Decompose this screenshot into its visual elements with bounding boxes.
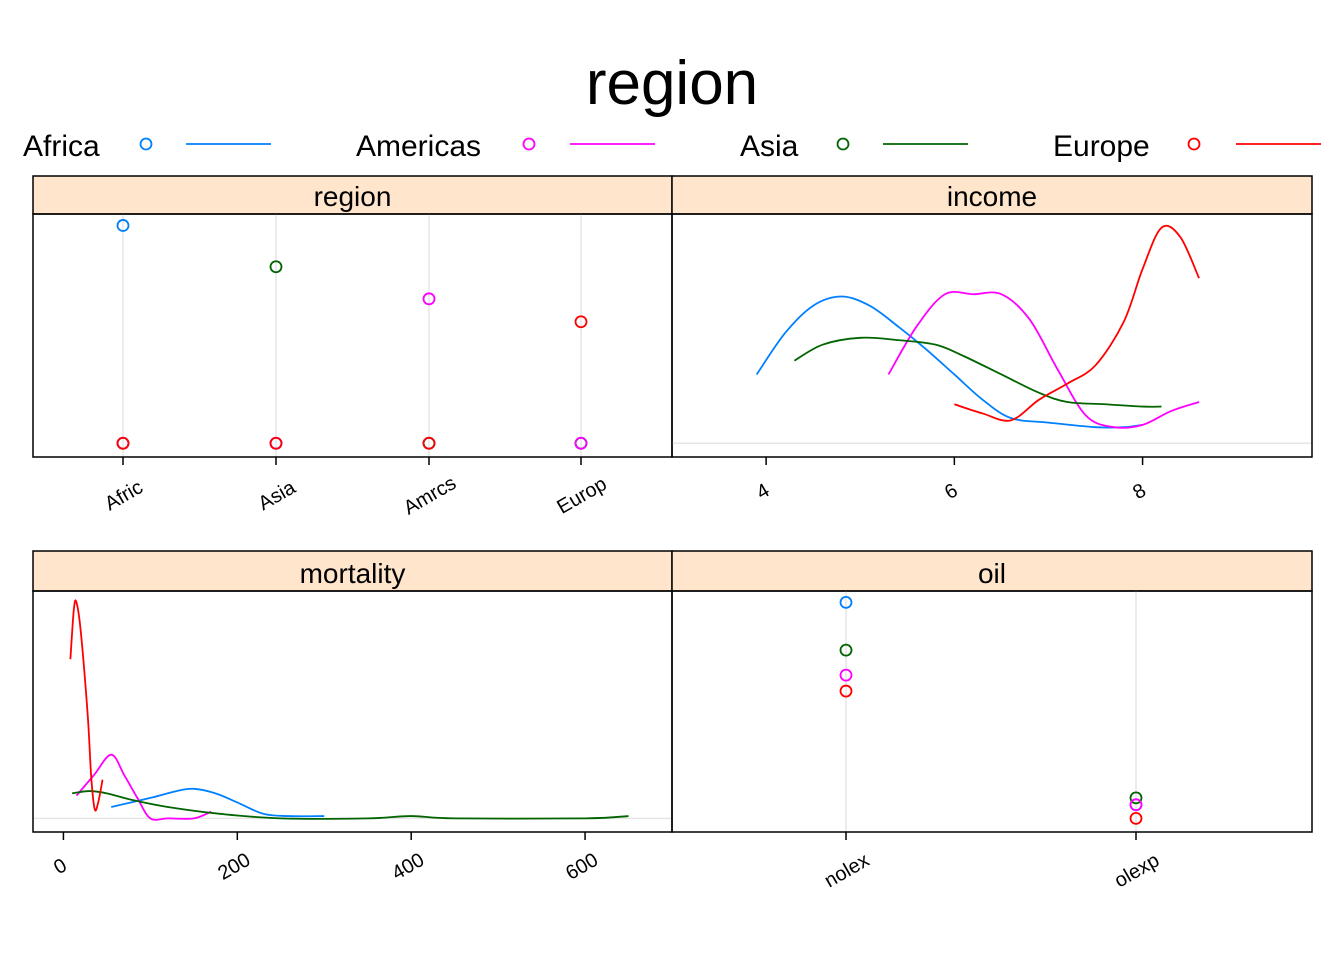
point-africa-nolex	[839, 595, 853, 609]
strip-oil	[671, 550, 1313, 592]
point-africa-afric	[116, 219, 130, 232]
point-asia-olexp	[1129, 791, 1143, 805]
plot-frame-income	[671, 213, 1313, 458]
xtick-label-8: 8	[1129, 479, 1150, 504]
xtick-label-amrcs: Amrcs	[400, 472, 460, 519]
point-europe-nolex	[839, 684, 853, 698]
xtick-label-afric: Afric	[101, 476, 147, 515]
xtick-label-6: 6	[941, 479, 962, 504]
strip-label-mortality: mortality	[300, 558, 406, 589]
point-europe-amrcs	[422, 436, 436, 450]
density-line-africa	[755, 295, 1143, 429]
legend-marker-americas	[522, 137, 536, 151]
density-line-asia	[71, 790, 629, 820]
legend-marker-asia	[836, 137, 850, 151]
point-americas-olexp	[1129, 798, 1143, 812]
point-europe-asia	[269, 436, 283, 450]
legend-label-americas: Americas	[356, 130, 481, 163]
plot-frame-oil	[671, 590, 1313, 833]
chart-title: region	[586, 49, 758, 118]
xtick-label-olexp: olexp	[1111, 849, 1163, 892]
panel-income: income 4 6 8	[671, 175, 1313, 504]
strip-region	[32, 175, 673, 215]
xtick-label-asia: Asia	[255, 476, 300, 515]
strip-label-region: region	[314, 181, 392, 212]
xtick-label-0: 0	[50, 854, 71, 879]
point-americas-nolex	[839, 668, 853, 682]
panel-oil: oil nolex olexp	[671, 550, 1313, 892]
xtick-label-600: 600	[562, 849, 602, 885]
density-line-americas	[887, 290, 1200, 429]
point-americas-europ	[574, 436, 588, 450]
density-line-africa	[111, 787, 325, 818]
density-line-europe	[954, 224, 1200, 422]
strip-label-oil: oil	[978, 558, 1006, 589]
plot-frame-region	[32, 213, 673, 458]
point-europe-afric	[116, 436, 130, 450]
strip-label-income: income	[947, 181, 1037, 212]
point-americas-amrcs	[422, 292, 436, 306]
legend-label-europe: Europe	[1053, 130, 1150, 163]
point-europe-europ	[574, 315, 588, 329]
legend-marker-africa	[139, 137, 153, 151]
density-line-europe	[69, 599, 104, 812]
legend-marker-europe	[1187, 137, 1201, 151]
density-line-americas	[75, 753, 212, 821]
panel-mortality: mortality 0 200 400 600	[32, 550, 673, 885]
xtick-label-200: 200	[214, 849, 254, 885]
point-asia-nolex	[839, 643, 853, 657]
density-line-asia	[793, 336, 1162, 408]
xtick-label-4: 4	[753, 479, 774, 504]
point-europe-olexp	[1129, 811, 1143, 825]
point-asia-asia	[269, 260, 283, 274]
panel-region: region Afric Asia Amrcs Europ	[32, 175, 673, 519]
strip-income	[671, 175, 1313, 215]
legend-label-africa: Africa	[23, 130, 100, 163]
xtick-label-europ: Europ	[553, 473, 610, 519]
panels: region Afric Asia Amrcs Europ income 4 6 8 mortal…	[32, 175, 1313, 892]
xtick-label-nolex: nolex	[821, 849, 873, 892]
plot-frame-mortality	[32, 590, 673, 833]
xtick-label-400: 400	[388, 849, 428, 885]
legend-label-asia: Asia	[740, 130, 799, 163]
legend: Africa Americas Asia Europe	[23, 130, 1321, 163]
